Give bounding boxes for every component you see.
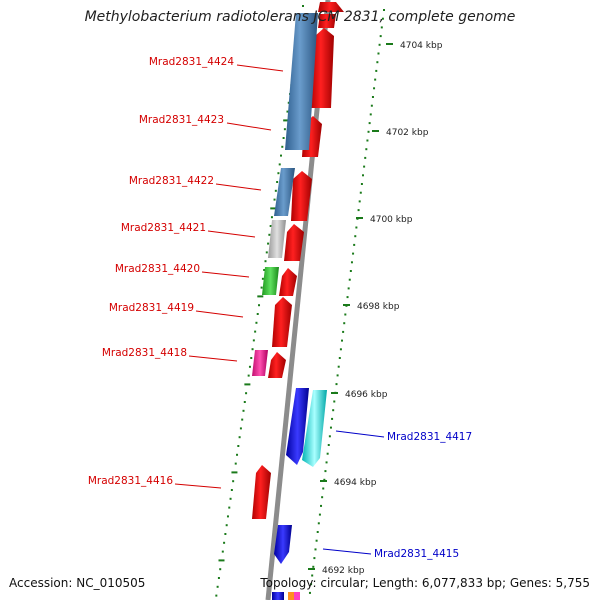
gene-label[interactable]: Mrad2831_4422	[129, 175, 214, 187]
scale-label: 4692 kbp	[322, 566, 365, 576]
gene-arrow-4421-fwd[interactable]	[284, 224, 304, 261]
gene-arrow-4416-fwd[interactable]	[252, 465, 271, 519]
gene-leader-line	[188, 355, 238, 362]
gene-labels: Mrad2831_4424 Mrad2831_4423 Mrad2831_4422 M…	[88, 56, 472, 560]
scale-label: 4704 kbp	[400, 41, 443, 51]
gene-leader-line	[215, 183, 262, 191]
page-title: Methylobacterium radiotolerans JCM 2831,…	[84, 9, 516, 25]
gene-arrow-4422-steel[interactable]	[274, 168, 295, 216]
gene-leader-line	[236, 64, 284, 72]
gene-leader-line	[335, 430, 385, 438]
gene-arrow-bottom-orange[interactable]	[288, 592, 294, 600]
gene-arrow-4424-fwd[interactable]	[318, 2, 344, 12]
outer-tick-ring	[308, 9, 385, 594]
scale-label: 4700 kbp	[370, 215, 413, 225]
gene-leader-line	[174, 483, 222, 489]
gene-label[interactable]: Mrad2831_4418	[102, 347, 187, 359]
gene-label[interactable]: Mrad2831_4417	[387, 431, 472, 443]
gene-label[interactable]: Mrad2831_4419	[109, 302, 194, 314]
gene-leader-line	[201, 271, 250, 278]
scale-labels: 4704 kbp 4702 kbp 4700 kbp 4698 kbp 4696 kbp…	[308, 41, 443, 576]
scale-label: 4694 kbp	[334, 478, 377, 488]
gene-leader-line	[207, 230, 256, 238]
gene-arrow-4422-fwd[interactable]	[291, 171, 312, 221]
gene-label[interactable]: Mrad2831_4420	[115, 263, 200, 275]
scale-label: 4696 kbp	[345, 390, 388, 400]
gene-arrow-4424-fwd[interactable]	[310, 28, 334, 108]
gene-arrow-bottom-magenta[interactable]	[294, 592, 300, 600]
gene-leader-line	[322, 548, 372, 555]
gene-arrow-4417-blue[interactable]	[286, 388, 309, 465]
gene-arrow-4417-cyan[interactable]	[302, 390, 327, 467]
scale-label: 4698 kbp	[357, 302, 400, 312]
accession-text: Accession: NC_010505	[9, 576, 146, 590]
gene-label[interactable]: Mrad2831_4416	[88, 475, 173, 487]
gene-arrow-4419-fwd[interactable]	[272, 297, 292, 347]
gene-arrow-4418-magenta[interactable]	[252, 350, 268, 376]
gene-arrow-4424-steel[interactable]	[285, 13, 318, 150]
gene-arrow-bottom-blue[interactable]	[272, 592, 284, 600]
gene-arrow-4420-fwd[interactable]	[279, 268, 297, 296]
gene-leader-line	[226, 122, 272, 131]
gene-label[interactable]: Mrad2831_4421	[121, 222, 206, 234]
gene-leader-line	[195, 310, 244, 318]
gene-label[interactable]: Mrad2831_4423	[139, 114, 224, 126]
gene-arrow-4420-green[interactable]	[262, 267, 279, 295]
gene-arrow-4415-blue[interactable]	[274, 525, 292, 564]
gene-label[interactable]: Mrad2831_4415	[374, 548, 459, 560]
gene-arrow-4421-gray[interactable]	[268, 220, 286, 258]
gene-arrow-4424-fwd[interactable]	[318, 14, 336, 28]
gene-arrow-4418-fwd[interactable]	[268, 352, 286, 378]
topology-text: Topology: circular; Length: 6,077,833 bp…	[260, 576, 590, 590]
gene-label[interactable]: Mrad2831_4424	[149, 56, 234, 68]
scale-label: 4702 kbp	[386, 128, 429, 138]
